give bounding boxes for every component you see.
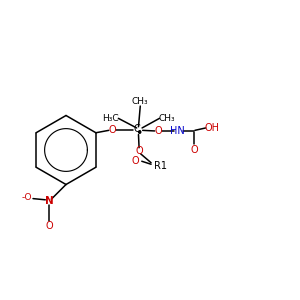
Text: O: O xyxy=(132,156,140,166)
Text: •: • xyxy=(135,128,142,140)
Text: C: C xyxy=(134,124,141,134)
Text: -O: -O xyxy=(22,193,32,202)
Text: R1: R1 xyxy=(154,161,167,171)
Text: O: O xyxy=(190,145,198,155)
Text: HN: HN xyxy=(170,126,185,136)
Text: O: O xyxy=(135,146,143,156)
Text: O: O xyxy=(109,125,116,135)
Text: CH₃: CH₃ xyxy=(132,97,148,106)
Text: O: O xyxy=(46,221,53,231)
Text: N: N xyxy=(45,196,54,206)
Text: CH₃: CH₃ xyxy=(158,114,175,123)
Text: H₃C: H₃C xyxy=(103,114,119,123)
Text: O: O xyxy=(154,126,162,136)
Text: OH: OH xyxy=(204,123,219,133)
